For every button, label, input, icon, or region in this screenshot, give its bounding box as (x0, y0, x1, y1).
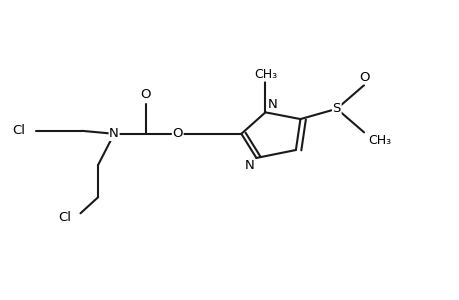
Text: CH₃: CH₃ (253, 68, 276, 81)
Text: O: O (358, 71, 369, 84)
Text: Cl: Cl (12, 124, 25, 137)
Text: O: O (140, 88, 151, 101)
Text: O: O (172, 127, 183, 140)
Text: Cl: Cl (58, 211, 71, 224)
Text: S: S (332, 102, 340, 115)
Text: N: N (109, 127, 119, 140)
Text: N: N (267, 98, 277, 111)
Text: N: N (244, 159, 253, 172)
Text: CH₃: CH₃ (368, 134, 391, 147)
